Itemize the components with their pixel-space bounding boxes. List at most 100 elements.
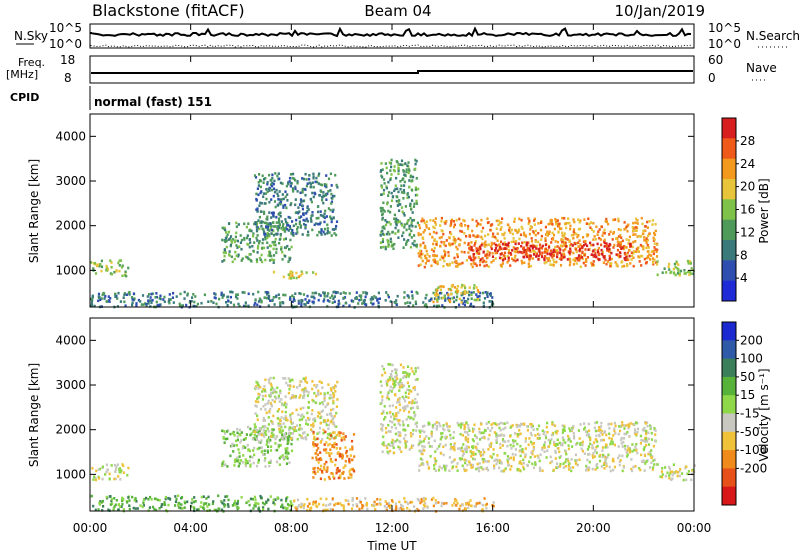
echo-cell <box>265 217 268 221</box>
echo-cell <box>255 258 258 261</box>
echo-cell <box>433 253 436 257</box>
echo-cell <box>601 446 604 449</box>
colorbar-swatch <box>722 219 736 241</box>
echo-cell <box>272 247 275 251</box>
echo-cell <box>643 429 646 432</box>
echo-cell <box>299 198 303 201</box>
echo-cell <box>279 202 282 206</box>
echo-cell <box>431 426 434 429</box>
echo-cell <box>296 226 299 229</box>
echo-cell <box>281 193 284 196</box>
echo-cell <box>250 229 253 233</box>
echo-cell <box>618 429 622 433</box>
echo-cell <box>268 294 271 298</box>
echo-cell <box>100 259 103 263</box>
echo-cell <box>319 210 322 213</box>
echo-cell <box>518 461 521 464</box>
echo-cell <box>625 246 628 249</box>
echo-cell <box>379 246 383 249</box>
echo-cell <box>527 265 530 268</box>
echo-cell <box>279 234 282 237</box>
echo-cell <box>527 241 530 244</box>
echo-cell <box>537 240 540 244</box>
echo-cell <box>472 249 475 252</box>
echo-cell <box>227 230 230 234</box>
echo-cell <box>556 240 560 244</box>
echo-cell <box>568 239 571 242</box>
echo-cell <box>406 372 409 375</box>
echo-cell <box>290 422 293 425</box>
echo-cell <box>410 367 413 370</box>
echo-cell <box>412 444 415 447</box>
echo-cell <box>564 441 567 444</box>
echo-cell <box>429 219 432 222</box>
echo-cell <box>351 447 354 451</box>
echo-cell <box>489 429 492 432</box>
echo-cell <box>470 258 473 262</box>
echo-cell <box>502 233 505 237</box>
echo-cell <box>327 383 330 386</box>
echo-cell <box>521 261 524 265</box>
echo-cell <box>231 260 234 264</box>
echo-cell <box>241 291 244 294</box>
echo-cell <box>619 255 622 258</box>
echo-cell <box>326 466 329 469</box>
echo-cell <box>111 502 114 506</box>
echo-cell <box>389 449 392 453</box>
echo-cell <box>492 259 495 262</box>
echo-cell <box>383 443 386 447</box>
echo-cell <box>432 230 435 234</box>
echo-cell <box>285 497 288 500</box>
echo-cell <box>301 177 304 180</box>
echo-cell <box>487 460 490 463</box>
echo-cell <box>642 459 645 462</box>
echo-cell <box>434 260 437 263</box>
echo-cell <box>496 239 499 242</box>
echo-cell <box>509 443 512 447</box>
echo-cell <box>535 252 538 255</box>
echo-cell <box>247 499 250 503</box>
echo-cell <box>551 255 554 259</box>
echo-cell <box>430 498 433 501</box>
echo-cell <box>396 204 399 207</box>
echo-cell <box>277 424 280 427</box>
echo-cell <box>315 176 318 180</box>
echo-cell <box>456 290 459 293</box>
echo-cell <box>504 440 507 443</box>
echo-cell <box>487 243 490 247</box>
echo-cell <box>327 177 331 181</box>
echo-cell <box>653 242 656 245</box>
echo-cell <box>292 385 295 388</box>
echo-cell <box>379 170 382 173</box>
echo-cell <box>395 417 398 421</box>
echo-cell <box>239 440 242 444</box>
echo-cell <box>299 226 302 229</box>
echo-cell <box>312 500 315 504</box>
echo-cell <box>274 225 277 228</box>
echo-cell <box>207 495 210 499</box>
echo-cell <box>456 255 459 259</box>
echo-cell <box>429 455 432 458</box>
echo-cell <box>113 477 116 481</box>
echo-cell <box>270 188 274 192</box>
echo-cell <box>602 438 605 442</box>
echo-cell <box>442 264 445 268</box>
echo-cell <box>231 432 234 435</box>
echo-cell <box>298 222 301 226</box>
echo-cell <box>622 440 625 444</box>
echo-cell <box>174 504 177 507</box>
echo-cell <box>141 505 144 509</box>
echo-cell <box>473 284 476 287</box>
echo-cell <box>284 402 287 406</box>
echo-cell <box>443 428 446 432</box>
echo-cell <box>274 205 277 209</box>
echo-cell <box>468 462 472 465</box>
echo-cell <box>683 272 686 275</box>
echo-cell <box>273 200 277 203</box>
echo-cell <box>578 239 581 242</box>
colorbar-tick-label: 200 <box>740 333 763 347</box>
echo-cell <box>606 247 609 250</box>
echo-cell <box>383 227 386 230</box>
echo-cell <box>98 477 101 480</box>
echo-cell <box>200 495 203 499</box>
